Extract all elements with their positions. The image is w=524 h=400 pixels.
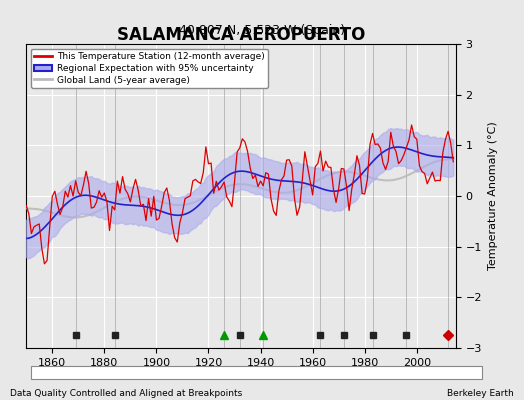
Text: ▼ Time of Obs. Change: ▼ Time of Obs. Change xyxy=(220,370,324,378)
Text: Data Quality Controlled and Aligned at Breakpoints: Data Quality Controlled and Aligned at B… xyxy=(10,390,243,398)
Title: SALAMANCA AEROPUERTO: SALAMANCA AEROPUERTO xyxy=(117,26,365,44)
Text: Berkeley Earth: Berkeley Earth xyxy=(447,390,514,398)
Text: ▲ Record Gap: ▲ Record Gap xyxy=(131,370,193,378)
Legend: This Temperature Station (12-month average), Regional Expectation with 95% uncer: This Temperature Station (12-month avera… xyxy=(31,48,268,88)
Text: ♦ Station Move: ♦ Station Move xyxy=(42,370,113,378)
Y-axis label: Temperature Anomaly (°C): Temperature Anomaly (°C) xyxy=(488,122,498,270)
Text: ■ Empirical Break: ■ Empirical Break xyxy=(356,370,439,378)
Text: 40.807 N, 5.523 W (Spain): 40.807 N, 5.523 W (Spain) xyxy=(179,24,345,37)
